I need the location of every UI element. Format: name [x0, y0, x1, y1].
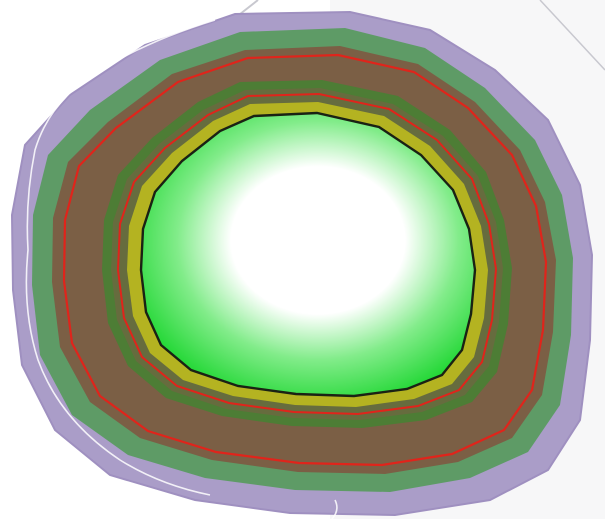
red-contour-line-outer [62, 53, 548, 467]
grey-guide-line [539, 0, 605, 71]
red-contour-line-inner [116, 92, 498, 416]
core-zone [139, 111, 477, 398]
white-boundary-trace [25, 19, 338, 519]
